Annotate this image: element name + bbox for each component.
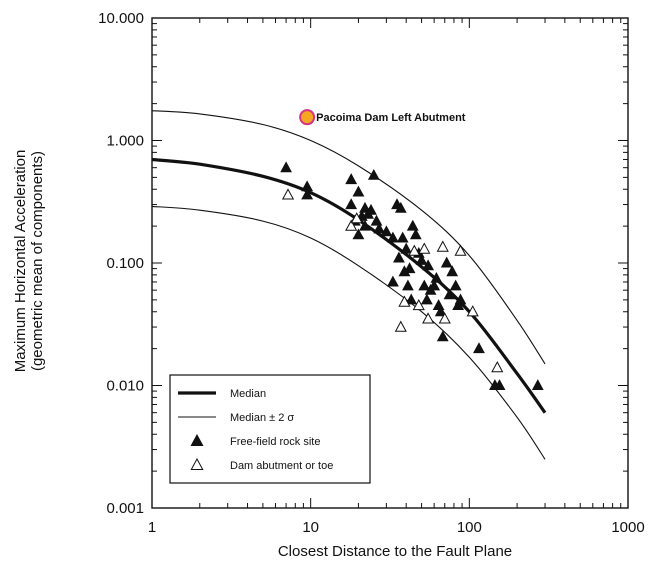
x-tick-label: 100 bbox=[457, 519, 482, 536]
free-field-rock-point bbox=[446, 265, 459, 277]
free-field-rock-point bbox=[493, 379, 506, 391]
y-tick-label: 10.000 bbox=[98, 10, 144, 27]
legend-label: Free-field rock site bbox=[230, 436, 320, 448]
free-field-rock-point bbox=[405, 293, 418, 305]
y-tick-label: 0.100 bbox=[106, 255, 144, 272]
free-field-rock-point bbox=[473, 342, 485, 354]
free-field-rock-point bbox=[345, 173, 358, 185]
free-field-rock-point bbox=[402, 279, 414, 291]
x-axis-title: Closest Distance to the Fault Plane bbox=[278, 543, 512, 560]
free-field-rock-point bbox=[430, 271, 443, 283]
free-field-rock-point bbox=[415, 254, 428, 265]
axis-tick-labels: 1 10 100 1000 10.000 1.000 0.100 0.010 0.001 bbox=[98, 10, 645, 536]
legend-open-triangle-icon bbox=[190, 457, 204, 470]
legend-label: Median bbox=[230, 388, 266, 400]
dam-abutment-point bbox=[466, 305, 479, 317]
free-field-rock-point bbox=[452, 299, 465, 311]
free-field-rock-point bbox=[387, 275, 399, 287]
dam-abutment-point bbox=[454, 244, 467, 256]
x-tick-label: 1000 bbox=[611, 519, 644, 536]
free-field-rock-point bbox=[352, 185, 365, 197]
free-field-rock-point bbox=[365, 203, 377, 215]
free-field-rock-point bbox=[403, 262, 416, 274]
dam-abutment-point bbox=[412, 298, 425, 311]
free-field-rock-point bbox=[373, 222, 385, 234]
dam-abutment-point bbox=[281, 188, 295, 200]
free-field-rock-point bbox=[387, 231, 399, 243]
free-field-rock-point bbox=[380, 225, 393, 237]
dam-abutment-point bbox=[394, 320, 407, 332]
free-field-rock-point bbox=[449, 279, 462, 291]
free-field-rock-point bbox=[434, 305, 447, 317]
dam-abutment-point bbox=[418, 242, 431, 254]
dam-abutment-point bbox=[398, 295, 411, 307]
x-tick-label: 10 bbox=[302, 519, 319, 536]
data-points bbox=[280, 161, 544, 391]
dam-abutment-point bbox=[345, 219, 358, 231]
pacoima-dam-label: Pacoima Dam Left Abutment bbox=[316, 112, 466, 124]
free-field-rock-point bbox=[531, 379, 544, 391]
y-tick-label: 0.001 bbox=[106, 500, 144, 517]
dam-abutment-point bbox=[436, 240, 449, 252]
free-field-rock-point bbox=[393, 251, 405, 263]
free-field-rock-point bbox=[432, 299, 445, 311]
free-field-rock-point bbox=[443, 288, 456, 300]
free-field-rock-point bbox=[422, 259, 435, 271]
dam-abutment-point bbox=[408, 244, 421, 256]
legend-filled-triangle-icon bbox=[190, 433, 204, 446]
free-field-rock-point bbox=[359, 219, 371, 231]
median-minus-2sigma-curve bbox=[151, 205, 546, 460]
x-tick-label: 1 bbox=[148, 519, 156, 536]
median-plus-2sigma-curve bbox=[151, 110, 546, 365]
free-field-rock-point bbox=[396, 231, 409, 243]
free-field-rock-point bbox=[400, 242, 413, 254]
dam-abutment-point bbox=[350, 212, 363, 224]
pacoima-dam-marker bbox=[299, 109, 316, 126]
free-field-rock-point bbox=[345, 198, 358, 210]
free-field-rock-point bbox=[409, 228, 422, 240]
free-field-rock-point bbox=[367, 168, 380, 180]
legend: Median Median ± 2 σ Free-field rock site Da… bbox=[169, 374, 371, 484]
free-field-rock-point bbox=[428, 279, 441, 291]
free-field-rock-point bbox=[454, 293, 467, 305]
y-axis-subtitle: (geometric mean of components) bbox=[29, 151, 46, 371]
free-field-rock-point bbox=[352, 228, 365, 240]
free-field-rock-point bbox=[301, 188, 314, 200]
axis-ticks bbox=[152, 18, 628, 508]
legend-label: Dam abutment or toe bbox=[230, 460, 333, 472]
free-field-rock-point bbox=[418, 279, 431, 291]
dam-abutment-point bbox=[422, 312, 435, 324]
dam-abutment-point bbox=[491, 361, 504, 373]
free-field-rock-point bbox=[440, 256, 453, 268]
y-tick-label: 1.000 bbox=[106, 133, 144, 150]
highlight-annotation: Pacoima Dam Left Abutment bbox=[299, 109, 466, 126]
free-field-rock-point bbox=[394, 201, 407, 213]
y-tick-label: 0.010 bbox=[106, 378, 144, 395]
y-axis-title: Maximum Horizontal Acceleration bbox=[12, 150, 29, 373]
free-field-rock-point bbox=[436, 330, 449, 342]
dam-abutment-point bbox=[438, 312, 451, 324]
legend-label: Median ± 2 σ bbox=[230, 412, 294, 424]
free-field-rock-point bbox=[280, 161, 292, 173]
free-field-rock-point bbox=[420, 293, 433, 305]
free-field-rock-point bbox=[406, 219, 419, 231]
